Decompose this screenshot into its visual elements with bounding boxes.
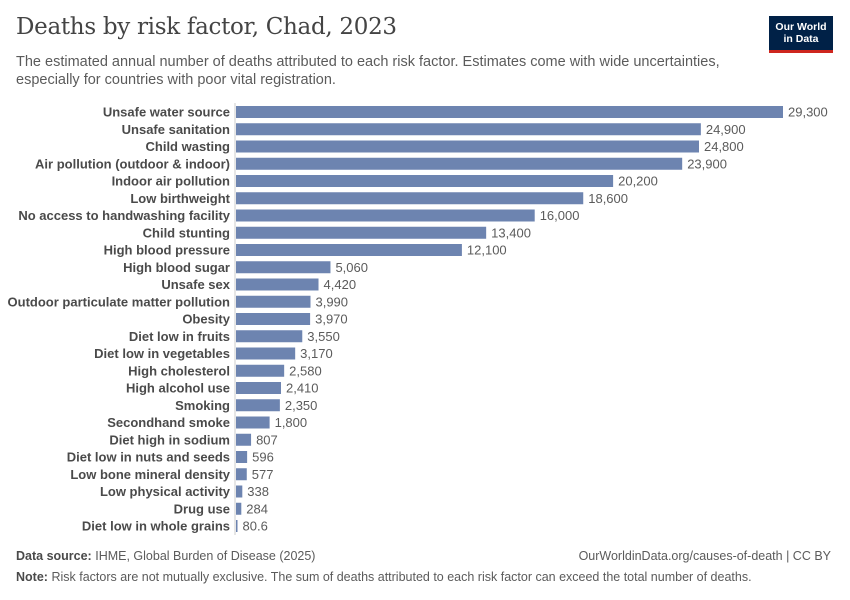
bar[interactable] bbox=[236, 330, 303, 343]
category-label: Low bone mineral density bbox=[70, 467, 230, 482]
bar[interactable] bbox=[236, 502, 242, 515]
bar[interactable] bbox=[236, 106, 783, 118]
bar[interactable] bbox=[236, 364, 285, 377]
bar-chart: Unsafe water source 29,300 Unsafe sanitati… bbox=[8, 103, 828, 535]
data-source-label: Data source: bbox=[16, 549, 92, 563]
value-label: 12,100 bbox=[467, 243, 507, 258]
bar[interactable] bbox=[236, 399, 280, 412]
category-label: Secondhand smoke bbox=[107, 415, 230, 430]
category-label: High cholesterol bbox=[128, 363, 230, 378]
category-label: Child stunting bbox=[143, 225, 230, 240]
bar[interactable] bbox=[236, 244, 462, 256]
value-label: 3,990 bbox=[315, 294, 348, 309]
category-label: Diet high in sodium bbox=[109, 432, 230, 447]
category-label: Indoor air pollution bbox=[112, 174, 230, 189]
bar[interactable] bbox=[236, 313, 311, 325]
value-label: 5,060 bbox=[335, 260, 368, 275]
value-label: 20,200 bbox=[618, 174, 658, 189]
category-label: Diet low in nuts and seeds bbox=[67, 450, 230, 465]
category-label: Unsafe sanitation bbox=[122, 122, 230, 137]
value-label: 3,970 bbox=[315, 312, 348, 327]
bar[interactable] bbox=[236, 278, 319, 291]
category-label: Diet low in whole grains bbox=[82, 519, 230, 534]
category-label: Unsafe water source bbox=[103, 105, 230, 120]
bar[interactable] bbox=[236, 451, 248, 463]
category-label: High blood pressure bbox=[104, 243, 230, 258]
value-label: 2,410 bbox=[286, 381, 319, 396]
bar[interactable] bbox=[236, 261, 331, 274]
category-label: Low birthweight bbox=[130, 191, 230, 206]
category-label: High blood sugar bbox=[123, 260, 230, 275]
value-label: 18,600 bbox=[588, 191, 628, 206]
bar[interactable] bbox=[236, 226, 487, 239]
value-label: 596 bbox=[252, 450, 274, 465]
bar[interactable] bbox=[236, 485, 243, 498]
note-label: Note: bbox=[16, 570, 48, 584]
data-source-link[interactable]: IHME, Global Burden of Disease (2025) bbox=[95, 549, 316, 563]
bar[interactable] bbox=[236, 123, 701, 136]
value-label: 338 bbox=[247, 484, 269, 499]
value-label: 577 bbox=[252, 467, 274, 482]
bar[interactable] bbox=[236, 209, 535, 222]
value-label: 3,170 bbox=[300, 346, 333, 361]
category-label: Drug use bbox=[174, 501, 230, 516]
value-label: 16,000 bbox=[540, 208, 580, 223]
data-source: Data source: IHME, Global Burden of Dise… bbox=[16, 549, 315, 563]
bar[interactable] bbox=[236, 175, 614, 187]
category-label: No access to handwashing facility bbox=[18, 208, 230, 223]
value-label: 4,420 bbox=[324, 277, 357, 292]
chart-title: Deaths by risk factor, Chad, 2023 bbox=[16, 14, 397, 40]
category-label: Unsafe sex bbox=[161, 277, 230, 292]
category-label: Obesity bbox=[182, 312, 230, 327]
value-label: 3,550 bbox=[307, 329, 340, 344]
footnote: Note: Risk factors are not mutually excl… bbox=[16, 570, 752, 584]
category-label: Child wasting bbox=[146, 139, 231, 154]
note-text: Risk factors are not mutually exclusive.… bbox=[51, 570, 752, 584]
bar[interactable] bbox=[236, 416, 270, 429]
value-label: 284 bbox=[246, 501, 268, 516]
bar[interactable] bbox=[236, 468, 247, 481]
value-label: 1,800 bbox=[275, 415, 308, 430]
category-label: Outdoor particulate matter pollution bbox=[8, 294, 231, 309]
logo-line-1: Our World bbox=[775, 21, 827, 33]
bar[interactable] bbox=[236, 140, 699, 153]
bar[interactable] bbox=[236, 433, 252, 446]
owid-logo[interactable]: Our World in Data bbox=[769, 16, 833, 53]
value-label: 2,580 bbox=[289, 363, 322, 378]
chart-subtitle: The estimated annual number of deaths at… bbox=[16, 54, 720, 88]
category-label: Smoking bbox=[175, 398, 230, 413]
bar[interactable] bbox=[236, 157, 683, 170]
value-label: 24,900 bbox=[706, 122, 746, 137]
value-label: 29,300 bbox=[788, 105, 828, 120]
value-label: 80.6 bbox=[243, 519, 268, 534]
value-label: 23,900 bbox=[687, 156, 727, 171]
category-label: High alcohol use bbox=[126, 381, 230, 396]
category-label: Diet low in vegetables bbox=[94, 346, 230, 361]
logo-line-2: in Data bbox=[783, 33, 819, 45]
value-label: 13,400 bbox=[491, 225, 531, 240]
bar[interactable] bbox=[236, 347, 296, 360]
value-label: 24,800 bbox=[704, 139, 744, 154]
bar[interactable] bbox=[236, 520, 238, 532]
value-label: 807 bbox=[256, 432, 278, 447]
category-label: Low physical activity bbox=[100, 484, 231, 499]
bar[interactable] bbox=[236, 192, 584, 205]
category-label: Air pollution (outdoor & indoor) bbox=[35, 156, 230, 171]
bar[interactable] bbox=[236, 295, 311, 308]
bar[interactable] bbox=[236, 382, 281, 394]
category-label: Diet low in fruits bbox=[129, 329, 230, 344]
value-label: 2,350 bbox=[285, 398, 318, 413]
source-url[interactable]: OurWorldinData.org/causes-of-death | CC … bbox=[578, 549, 831, 563]
